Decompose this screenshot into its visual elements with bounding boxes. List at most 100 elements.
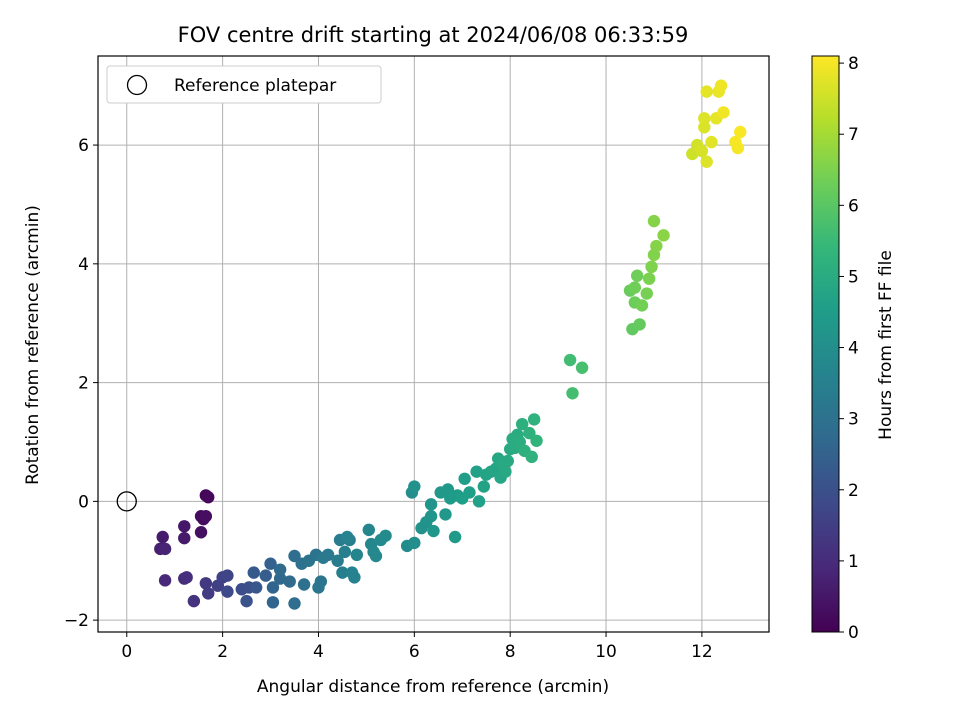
data-point [499,465,512,478]
colorbar-tick-label: 6 [848,196,859,216]
data-point [439,508,452,521]
data-point [642,272,656,285]
data-point [249,581,263,594]
data-point [698,112,711,125]
data-point [158,574,172,587]
x-tick-label: 4 [313,642,324,662]
y-axis-ticks: −2 0 2 4 6 [64,136,98,631]
data-point [297,578,311,591]
data-point [178,531,191,545]
data-point [221,585,234,598]
data-point [362,523,375,537]
data-point [424,498,438,511]
data-point [266,596,280,609]
y-tick-label: 4 [78,255,89,275]
data-point [180,571,193,584]
data-point [288,597,301,610]
data-point [717,106,730,119]
data-point [566,387,579,400]
y-tick-label: 6 [78,136,89,156]
legend-box [106,65,382,104]
data-point [247,566,260,579]
data-point [635,299,649,312]
data-point [350,548,364,562]
x-tick-label: 10 [595,642,617,662]
data-point [448,530,462,544]
data-point [530,434,543,447]
data-point [700,85,713,98]
colorbar-tick-label: 8 [848,54,859,74]
data-point [734,125,747,139]
reference-point [116,491,137,512]
data-point [470,465,483,478]
data-point [633,318,646,331]
data-point [379,529,392,543]
x-tick-label: 6 [409,642,420,662]
x-tick-label: 8 [505,642,516,662]
data-point [463,486,476,499]
colorbar-tick-label: 1 [848,552,859,572]
data-point [645,260,658,274]
colorbar-tick-label: 5 [848,267,859,287]
y-tick-label: 2 [78,374,89,394]
reference-marker [116,491,137,512]
data-point [424,510,438,523]
grid-lines [98,56,769,632]
y-axis-label: Rotation from reference (arcmin) [23,205,43,485]
x-axis-ticks: 0 2 4 6 8 10 12 [121,632,713,662]
data-point [628,281,641,294]
colorbar-tick-label: 4 [848,339,859,359]
y-tick-label: −2 [64,611,89,631]
data-point [427,524,440,538]
data-point [199,510,213,523]
data-point [458,472,471,485]
data-point [321,548,335,562]
data-point [336,566,349,579]
data-point [731,141,745,155]
data-point [194,526,208,539]
data-point [266,581,280,594]
data-point [273,563,287,576]
data-point [199,577,213,590]
data-point [202,491,215,504]
data-point [187,594,201,608]
colorbar-tick-label: 2 [848,481,859,501]
colorbar-gradient [811,55,840,633]
data-point [700,155,713,168]
data-point [338,545,352,559]
data-point [178,520,191,533]
data-point [477,480,491,493]
data-point [695,144,709,158]
data-point [705,135,718,149]
data-points [154,79,747,610]
data-point [525,450,538,464]
data-point [259,569,272,582]
x-tick-label: 2 [217,642,228,662]
data-point [575,361,589,374]
y-tick-label: 0 [78,492,89,512]
colorbar-ticks: 0 1 2 3 4 5 6 7 8 [839,54,859,643]
data-point [273,572,287,585]
data-point [283,575,296,588]
colorbar-label: Hours from first FF file [876,250,896,440]
chart-title: FOV centre drift starting at 2024/06/08 … [178,23,689,47]
data-point [341,530,354,544]
data-point [314,575,328,588]
colorbar: 0 1 2 3 4 5 6 7 8 Hours from first FF file [811,54,896,643]
colorbar-tick-label: 7 [848,125,859,145]
data-point [630,269,644,282]
data-point [714,79,728,92]
data-point [369,549,383,563]
data-point [408,480,421,493]
data-point [563,353,577,367]
data-point [527,413,541,426]
data-point [202,587,215,600]
data-point [650,239,663,253]
x-axis-label: Angular distance from reference (arcmin) [257,677,609,697]
data-point [331,554,344,567]
data-point [472,495,486,508]
plot-frame [97,55,770,633]
x-tick-label: 12 [691,642,713,662]
data-point [240,594,253,608]
